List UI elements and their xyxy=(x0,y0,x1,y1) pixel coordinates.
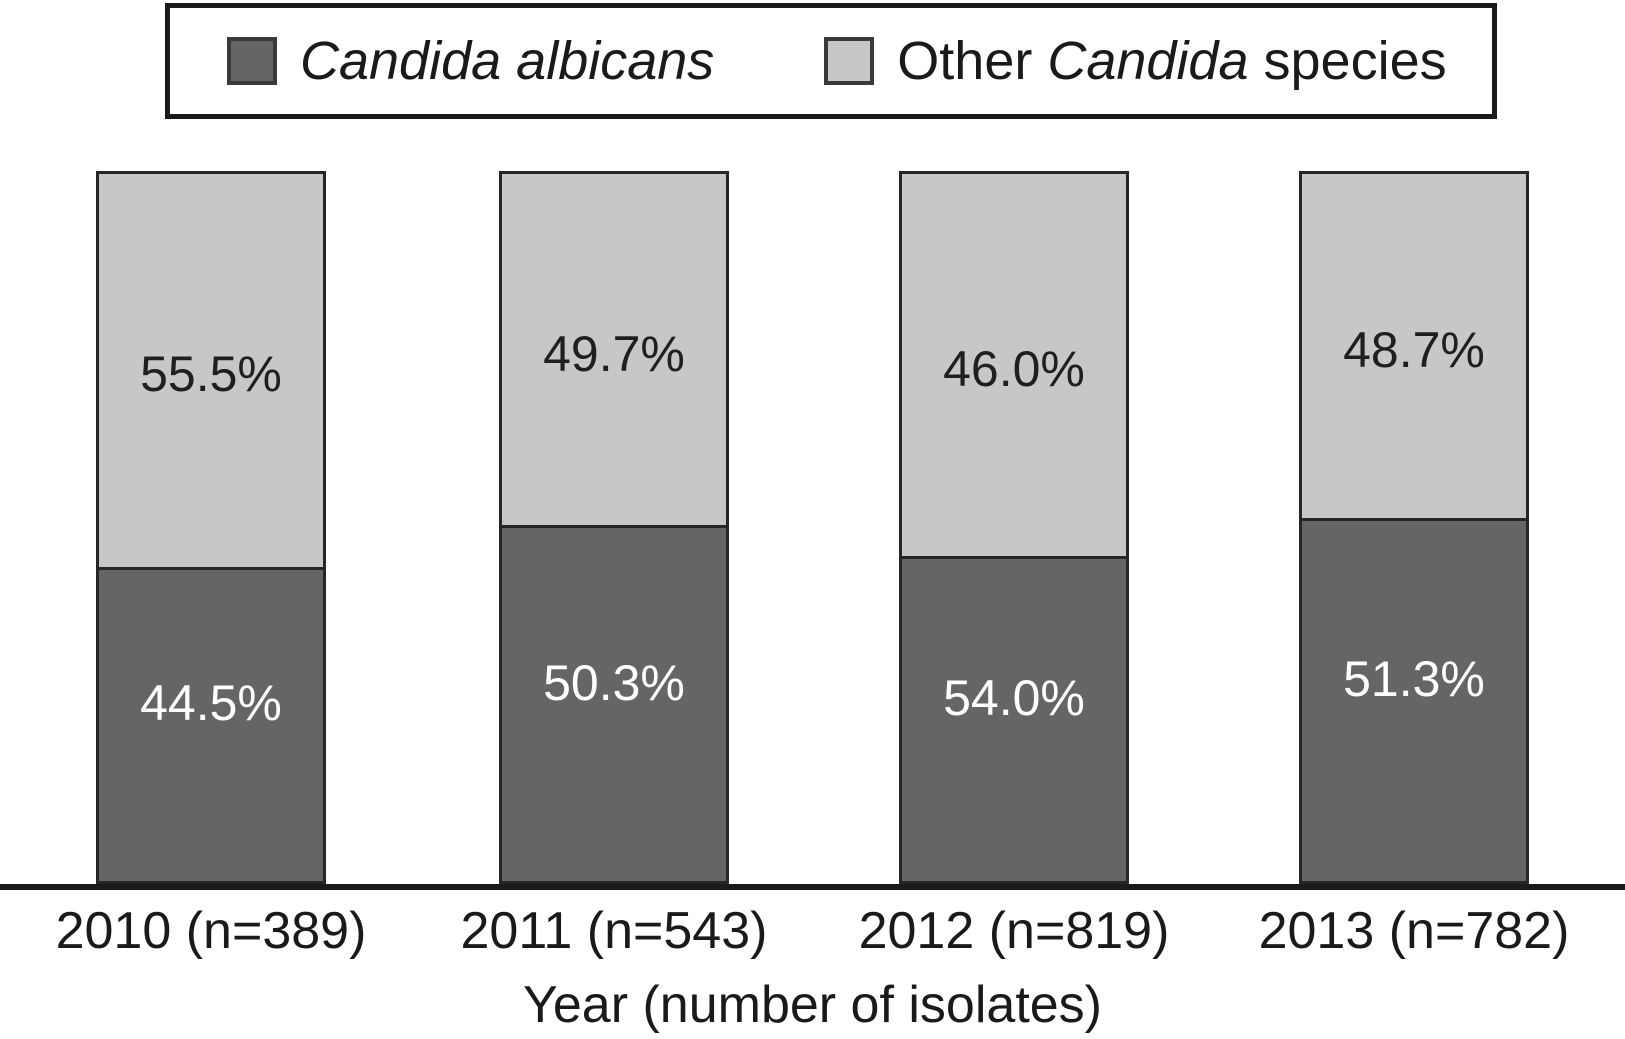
bar-segment-albicans: 50.3% xyxy=(502,525,726,881)
x-axis-title: Year (number of isolates) xyxy=(522,976,1103,1034)
x-tick-label: 2011 (n=543) xyxy=(460,902,768,960)
bar-group: 46.0% 54.0% xyxy=(899,171,1129,884)
legend-swatch-other xyxy=(824,37,875,85)
bar-label-other: 55.5% xyxy=(140,346,282,403)
bar-label-albicans: 50.3% xyxy=(543,654,685,711)
bar-label-albicans: 44.5% xyxy=(140,675,282,732)
bar-label-albicans: 51.3% xyxy=(1343,651,1485,708)
bar-segment-other: 48.7% xyxy=(1302,174,1526,519)
legend-item-albicans: Candida albicans xyxy=(227,32,714,90)
legend-label-other: Other Candida species xyxy=(897,32,1446,90)
legend-other-suffix: species xyxy=(1248,31,1447,91)
legend-item-other: Other Candida species xyxy=(824,32,1447,90)
bar-group: 48.7% 51.3% xyxy=(1299,171,1529,884)
bar-segment-other: 46.0% xyxy=(902,174,1126,556)
legend-label-albicans: Candida albicans xyxy=(300,31,715,91)
bar-label-other: 48.7% xyxy=(1343,322,1485,379)
bar-segment-other: 49.7% xyxy=(502,174,726,526)
x-tick-label: 2013 (n=782) xyxy=(1258,902,1570,960)
bar-label-albicans: 54.0% xyxy=(943,669,1085,726)
legend-swatch-albicans xyxy=(227,37,277,85)
legend-other-italic: Candida xyxy=(1047,31,1249,91)
bar-segment-albicans: 51.3% xyxy=(1302,518,1526,881)
bar-label-other: 46.0% xyxy=(943,340,1085,397)
x-axis-line xyxy=(0,884,1625,890)
x-tick-label: 2010 (n=389) xyxy=(55,902,367,960)
x-tick-label: 2012 (n=819) xyxy=(858,902,1170,960)
bar-segment-other: 55.5% xyxy=(99,174,323,567)
bar-segment-albicans: 54.0% xyxy=(902,555,1126,881)
bar-group: 55.5% 44.5% xyxy=(96,171,326,884)
bar-group: 49.7% 50.3% xyxy=(499,171,729,884)
bar-label-other: 49.7% xyxy=(543,325,685,382)
bar-segment-albicans: 44.5% xyxy=(99,566,323,881)
legend-other-prefix: Other xyxy=(897,31,1048,91)
legend: Candida albicans Other Candida species xyxy=(165,3,1497,119)
